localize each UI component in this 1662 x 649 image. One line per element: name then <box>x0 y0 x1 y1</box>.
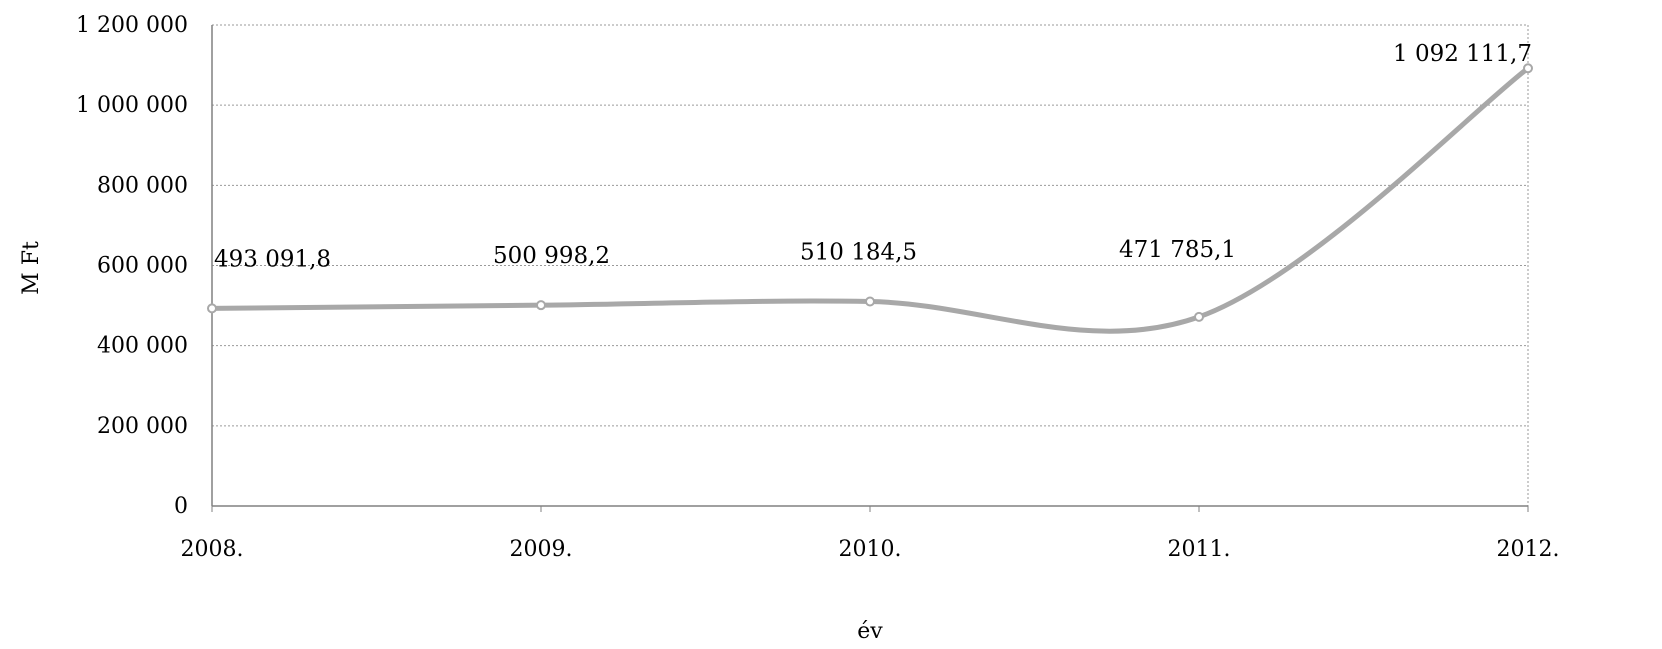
x-tick-labels: 2008. 2009. 2010. 2011. 2012. <box>181 537 1560 562</box>
data-point <box>207 303 217 314</box>
x-tick-label: 2008. <box>181 537 244 562</box>
data-label: 471 785,1 <box>1119 237 1236 263</box>
x-tick-label: 2011. <box>1168 537 1231 562</box>
y-axis-title: M Ft <box>19 241 44 295</box>
x-tick-label: 2012. <box>1497 537 1560 562</box>
x-tick-label: 2010. <box>839 537 902 562</box>
series-group <box>207 63 1533 334</box>
data-point <box>1523 63 1533 74</box>
y-tick-label: 0 <box>174 494 188 519</box>
y-tick-label: 200 000 <box>97 414 188 439</box>
y-tick-labels: 0 200 000 400 000 600 000 800 000 1 000 000 1 … <box>76 13 188 519</box>
y-tick-label: 400 000 <box>97 334 188 359</box>
data-point <box>865 296 875 307</box>
data-point <box>1194 311 1204 322</box>
gridlines <box>212 24 1529 507</box>
data-labels: 493 091,8 500 998,2 510 184,5 471 785,1 1 09… <box>214 41 1532 272</box>
y-tick-label: 1 000 000 <box>76 93 188 118</box>
x-axis-title: év <box>857 619 883 644</box>
data-label: 1 092 111,7 <box>1393 41 1532 67</box>
data-label: 510 184,5 <box>800 240 917 266</box>
data-point <box>536 300 546 311</box>
y-tick-label: 600 000 <box>97 254 188 279</box>
data-label: 500 998,2 <box>493 243 610 269</box>
data-label: 493 091,8 <box>214 246 331 272</box>
x-tick-label: 2009. <box>510 537 573 562</box>
axes <box>211 25 1529 512</box>
series-line <box>209 65 1531 334</box>
y-tick-label: 800 000 <box>97 173 188 198</box>
y-tick-label: 1 200 000 <box>76 13 188 38</box>
